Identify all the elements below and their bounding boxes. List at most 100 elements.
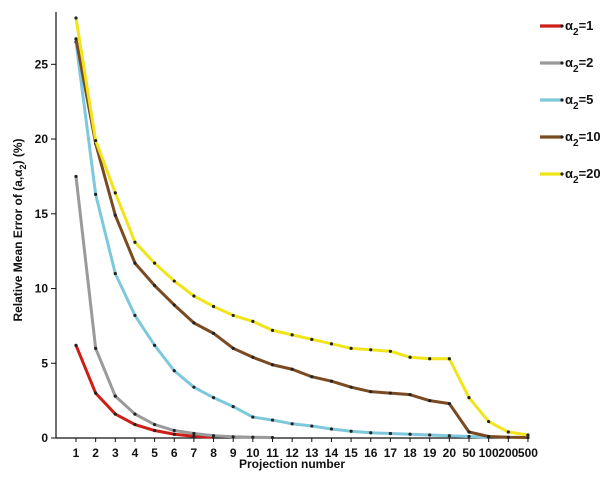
series-2 <box>74 174 275 440</box>
data-point <box>329 342 334 346</box>
axes <box>55 12 510 439</box>
series-line <box>74 40 491 439</box>
data-point <box>172 428 176 433</box>
data-point <box>310 375 314 379</box>
data-point <box>172 369 176 373</box>
data-point <box>192 385 196 389</box>
data-point <box>133 412 137 416</box>
data-point <box>231 405 235 409</box>
data-point <box>369 390 373 394</box>
x-tick-label: 3 <box>112 446 119 460</box>
data-point <box>408 393 412 397</box>
data-point <box>526 435 530 440</box>
data-point <box>467 430 471 434</box>
x-tick-label: 50 <box>462 446 476 460</box>
series-20 <box>74 16 530 437</box>
x-tick-label: 8 <box>210 446 217 460</box>
x-tick-label: 11 <box>266 446 279 460</box>
data-point <box>153 343 157 347</box>
legend-item: α2=20 <box>540 166 601 186</box>
data-point <box>251 435 255 439</box>
data-point <box>172 432 176 436</box>
data-point <box>211 434 216 438</box>
data-point <box>388 431 392 436</box>
data-point <box>153 422 157 427</box>
data-point <box>192 321 196 325</box>
series-line <box>74 16 530 437</box>
series-line <box>74 37 530 440</box>
data-point <box>113 412 117 416</box>
series-line <box>74 343 216 439</box>
data-point <box>270 418 275 422</box>
legend-marker <box>560 98 564 102</box>
x-tick-label: 6 <box>171 446 178 460</box>
y-axis-title: Relative Mean Error of (a,α2) (%) <box>11 138 28 321</box>
legend-marker <box>560 172 564 176</box>
legend-item: α2=1 <box>540 18 593 38</box>
data-point <box>251 319 255 324</box>
data-point <box>310 424 314 428</box>
data-point <box>408 355 412 359</box>
x-tick-label: 15 <box>344 446 358 460</box>
data-point <box>506 430 510 434</box>
data-point <box>192 431 196 436</box>
legend-item: α2=10 <box>540 129 601 149</box>
data-point <box>290 333 294 337</box>
data-point <box>251 355 255 359</box>
data-point <box>113 191 117 195</box>
data-point <box>349 346 353 350</box>
data-point <box>211 396 216 400</box>
data-point <box>133 422 137 427</box>
x-tick-label: 2 <box>92 446 99 460</box>
data-point <box>270 435 275 440</box>
data-point <box>231 435 235 439</box>
x-tick-label: 17 <box>384 446 398 460</box>
legend-label: α2=2 <box>565 55 593 75</box>
x-tick-label: 20 <box>443 446 457 460</box>
x-tick-label: 4 <box>132 446 139 460</box>
data-point <box>211 304 216 309</box>
data-point <box>192 294 196 298</box>
data-point <box>428 399 432 403</box>
x-tick-label: 1 <box>73 446 80 460</box>
x-tick-label: 7 <box>191 446 198 460</box>
data-point <box>74 174 78 179</box>
x-axis-title: Projection number <box>239 457 345 471</box>
x-tick-label: 16 <box>364 446 378 460</box>
series-5 <box>74 40 491 439</box>
x-tick-label: 10 <box>246 446 260 460</box>
data-point <box>447 357 451 361</box>
data-point <box>467 434 471 439</box>
data-point <box>369 431 373 435</box>
x-tick-label: 500 <box>518 446 538 460</box>
data-point <box>192 434 196 438</box>
y-tick-label: 20 <box>35 132 49 146</box>
legend-label: α2=1 <box>565 18 593 38</box>
legend-label: α2=5 <box>565 92 593 112</box>
series-1 <box>74 343 216 439</box>
y-tick-label: 10 <box>35 282 49 296</box>
x-tick-label: 18 <box>403 446 417 460</box>
data-point <box>113 271 117 276</box>
legend-label: α2=10 <box>565 129 601 149</box>
data-point <box>133 240 137 244</box>
data-point <box>94 138 98 143</box>
data-point <box>211 331 216 335</box>
data-point <box>310 337 314 341</box>
data-point <box>231 346 235 350</box>
x-tick-label: 19 <box>423 446 437 460</box>
x-tick-label: 9 <box>230 446 237 460</box>
data-point <box>428 357 432 361</box>
legend-marker <box>560 24 564 28</box>
data-point <box>270 328 275 332</box>
data-point <box>408 432 412 436</box>
x-tick-label: 200 <box>498 446 518 460</box>
data-point <box>113 213 117 217</box>
data-point <box>231 313 235 318</box>
x-tick-label: 5 <box>151 446 158 460</box>
data-point <box>329 379 334 383</box>
legend-marker <box>560 135 564 139</box>
y-tick-label: 0 <box>41 431 48 445</box>
